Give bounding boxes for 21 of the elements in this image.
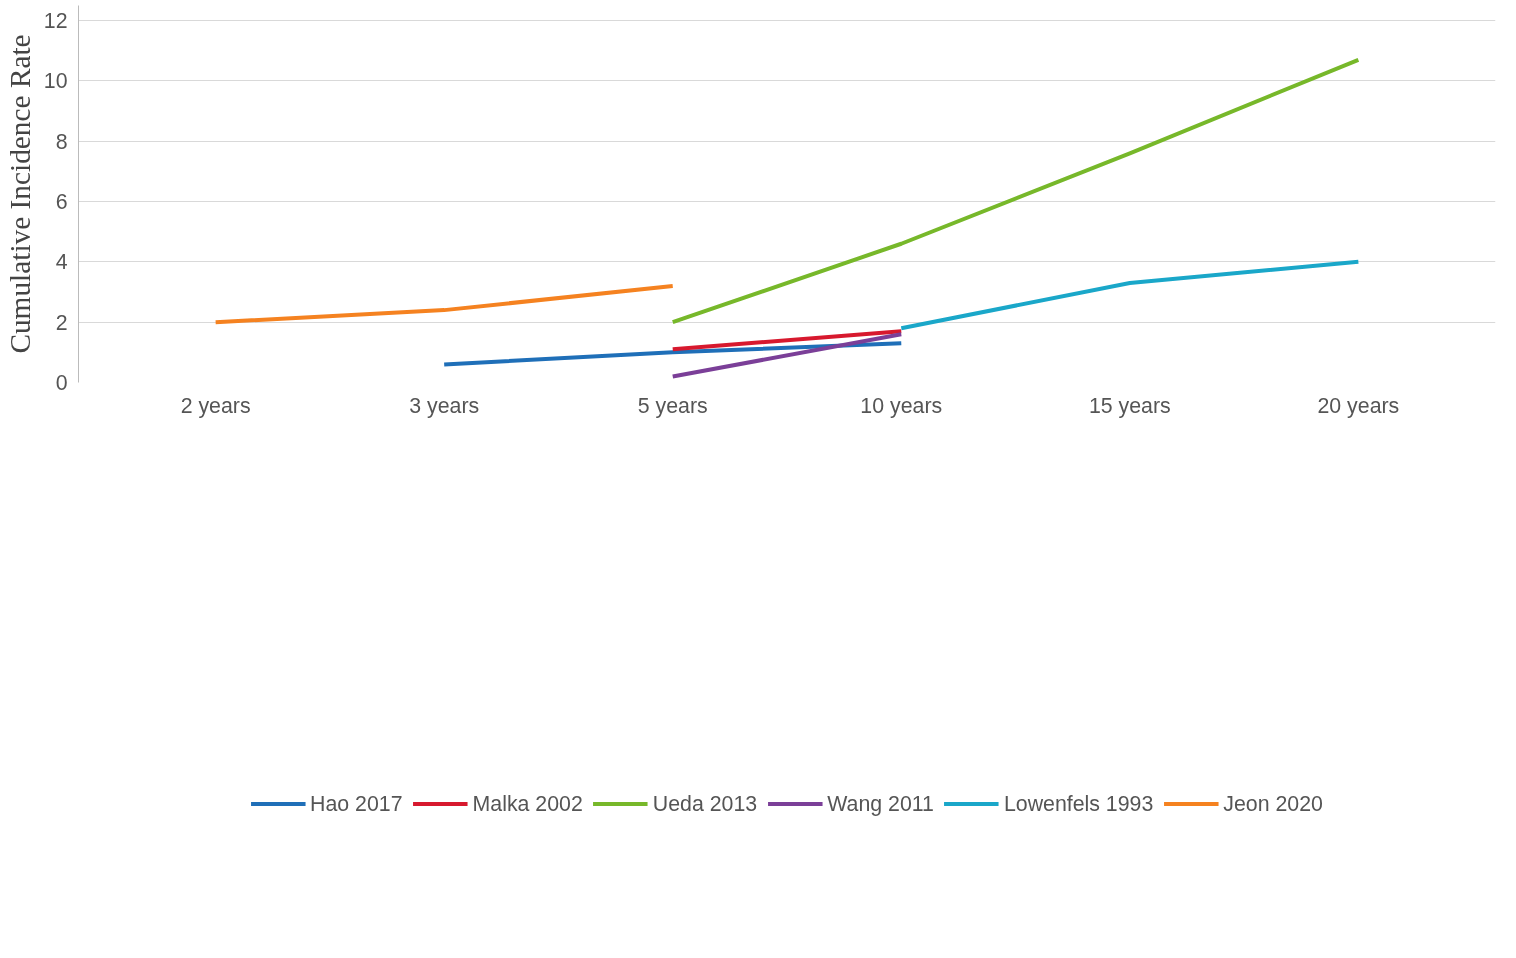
x-tick-label: 5 years [637,393,708,418]
x-tick-label: 3 years [409,393,480,418]
legend-label: Ueda 2013 [652,791,758,817]
legend-label: Malka 2002 [472,791,583,817]
y-tick-label: 0 [55,371,68,395]
x-tick-label: 15 years [1088,393,1171,418]
y-tick-label: 2 [55,310,68,335]
legend-label: Hao 2017 [310,791,403,817]
y-tick-label: 8 [55,129,68,154]
legend-label: Lowenfels 1993 [1003,791,1154,817]
line-series [670,57,1361,325]
y-axis-title: Cumulative Incidence Rate [3,34,36,354]
x-tick-label: 20 years [1317,393,1400,418]
legend-label: Jeon 2020 [1223,791,1323,817]
y-tick-label: 4 [55,250,68,275]
y-tick-label: 6 [55,190,68,215]
legend-label: Wang 2011 [827,791,934,817]
x-tick-label: 10 years [860,393,943,418]
x-tick-label: 2 years [180,393,251,418]
y-tick-label: 12 [43,9,68,34]
y-tick-label: 10 [43,69,68,94]
